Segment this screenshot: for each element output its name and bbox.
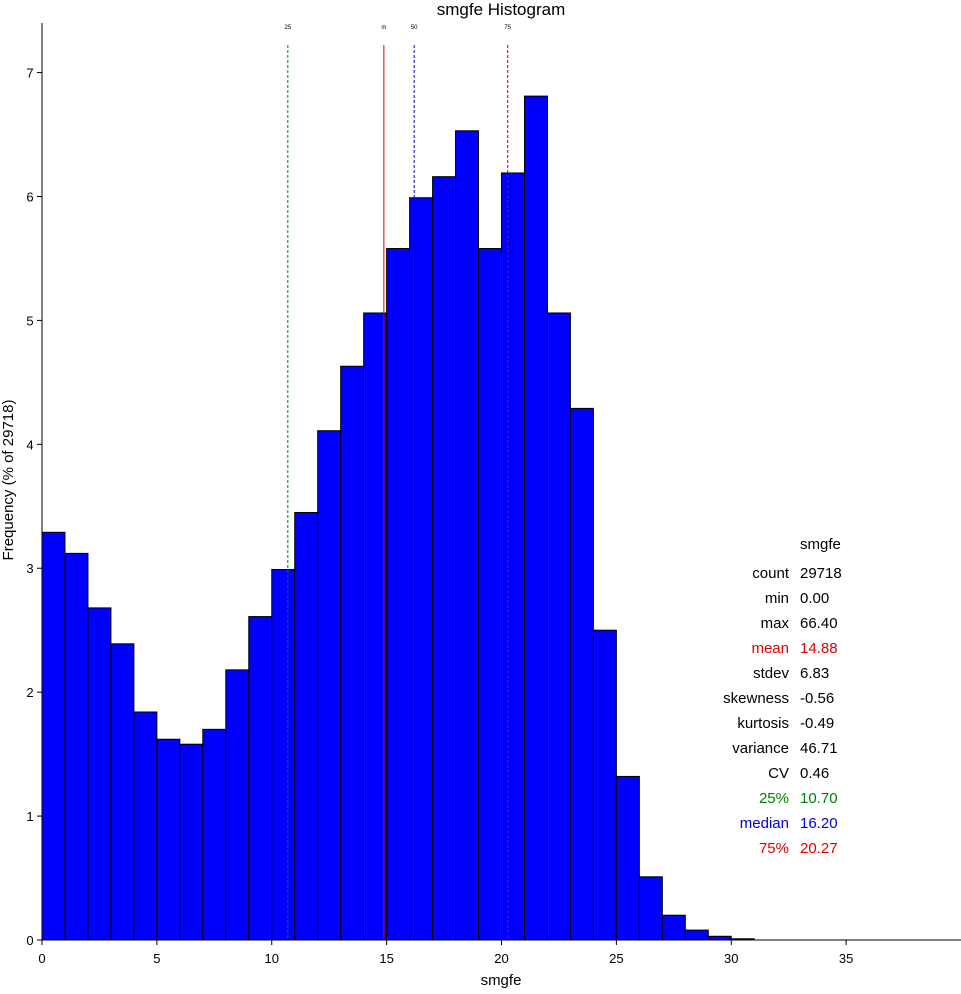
y-tick-label-2: 2 — [26, 685, 33, 700]
stats-value-median: 16.20 — [800, 815, 838, 832]
stats-label-q25: 25% — [759, 790, 789, 807]
stats-header: smgfe — [800, 536, 841, 553]
histogram-bar-7 — [202, 728, 227, 941]
stats-label-skewness: skewness — [723, 690, 789, 707]
axes-layer: 0 1 2 3 4 5 6 7 0 5 10 15 20 25 30 35 — [26, 23, 961, 966]
histogram-bar-14 — [363, 312, 388, 941]
reference-line-label-q75: 75 — [504, 25, 511, 31]
stats-label-cv: CV — [768, 765, 789, 782]
x-tick-label-7: 35 — [839, 951, 853, 966]
stats-label-count: count — [752, 565, 790, 582]
reference-line-label-mean: m — [381, 25, 386, 31]
stats-label-mean: mean — [751, 640, 789, 657]
histogram-bar-20 — [501, 172, 525, 941]
x-axis-label: smgfe — [481, 972, 522, 989]
histogram-bar-12 — [317, 430, 342, 941]
histogram-bar-17 — [432, 176, 457, 941]
stats-value-skewness: -0.56 — [800, 690, 834, 707]
stats-label-median: median — [740, 815, 789, 832]
x-tick-label-0: 0 — [38, 951, 45, 966]
stats-value-q25: 10.70 — [800, 790, 838, 807]
y-tick-label-5: 5 — [26, 313, 33, 328]
histogram-bar-4 — [133, 711, 158, 941]
stats-value-stdev: 6.83 — [800, 665, 829, 682]
histogram-bar-3 — [110, 643, 135, 941]
histogram-bar-28 — [684, 929, 709, 941]
reference-line-label-median: 50 — [411, 25, 418, 31]
histogram-bar-11 — [294, 511, 319, 941]
stats-panel: smgfe count 29718 min 0.00 max 66.40 mean 14.88 s… — [723, 536, 842, 857]
histogram-bar-16 — [409, 197, 434, 941]
y-tick-label-0: 0 — [26, 933, 33, 948]
x-tick-label-2: 10 — [265, 951, 279, 966]
histogram-bar-29 — [707, 935, 732, 941]
y-axis-label: Frequency (% of 29718) — [0, 400, 17, 561]
histogram-bar-25 — [615, 775, 640, 941]
stats-value-q75: 20.27 — [800, 840, 838, 857]
y-tick-label-3: 3 — [26, 561, 33, 576]
stats-label-variance: variance — [732, 740, 789, 757]
stats-label-min: min — [765, 590, 789, 607]
stats-value-max: 66.40 — [800, 615, 838, 632]
bars-layer — [41, 95, 755, 941]
x-tick-label-4: 20 — [494, 951, 508, 966]
y-tick-label-4: 4 — [26, 437, 33, 452]
y-tick-label-6: 6 — [26, 189, 33, 204]
stats-value-min: 0.00 — [800, 590, 829, 607]
stats-value-variance: 46.71 — [800, 740, 838, 757]
histogram-bar-0 — [41, 531, 66, 941]
chart-title: smgfe Histogram — [437, 0, 565, 19]
histogram-bar-13 — [340, 365, 365, 941]
stats-label-stdev: stdev — [753, 665, 789, 682]
histogram-bar-24 — [592, 629, 617, 941]
histogram-bar-23 — [569, 407, 594, 941]
stats-label-kurtosis: kurtosis — [737, 715, 789, 732]
stats-label-max: max — [761, 615, 790, 632]
stats-value-mean: 14.88 — [800, 640, 838, 657]
histogram-bar-15 — [386, 248, 411, 941]
x-tick-label-1: 5 — [153, 951, 160, 966]
x-tick-label-6: 30 — [724, 951, 738, 966]
stats-value-count: 29718 — [800, 565, 842, 582]
histogram-bar-19 — [478, 248, 502, 941]
histogram-bar-26 — [638, 876, 663, 941]
x-tick-label-5: 25 — [609, 951, 623, 966]
stats-label-q75: 75% — [759, 840, 789, 857]
histogram-bar-27 — [661, 914, 686, 941]
reference-lines-layer: 25 m 50 75 — [284, 25, 512, 940]
histogram-bar-10 — [271, 568, 296, 941]
histogram-bar-6 — [179, 743, 204, 941]
y-tick-label-7: 7 — [26, 66, 33, 81]
histogram-bar-5 — [156, 738, 181, 941]
histogram-bar-21 — [523, 95, 548, 941]
stats-value-cv: 0.46 — [800, 765, 829, 782]
histogram-bar-1 — [64, 552, 89, 941]
stats-value-kurtosis: -0.49 — [800, 715, 834, 732]
histogram-bar-2 — [87, 607, 112, 941]
histogram-bar-18 — [455, 130, 480, 941]
x-tick-label-3: 15 — [379, 951, 393, 966]
histogram-bar-8 — [225, 669, 250, 941]
y-tick-label-1: 1 — [26, 809, 33, 824]
histogram-bar-22 — [546, 312, 571, 941]
histogram-bar-9 — [248, 616, 273, 941]
reference-line-label-q25: 25 — [284, 25, 291, 31]
